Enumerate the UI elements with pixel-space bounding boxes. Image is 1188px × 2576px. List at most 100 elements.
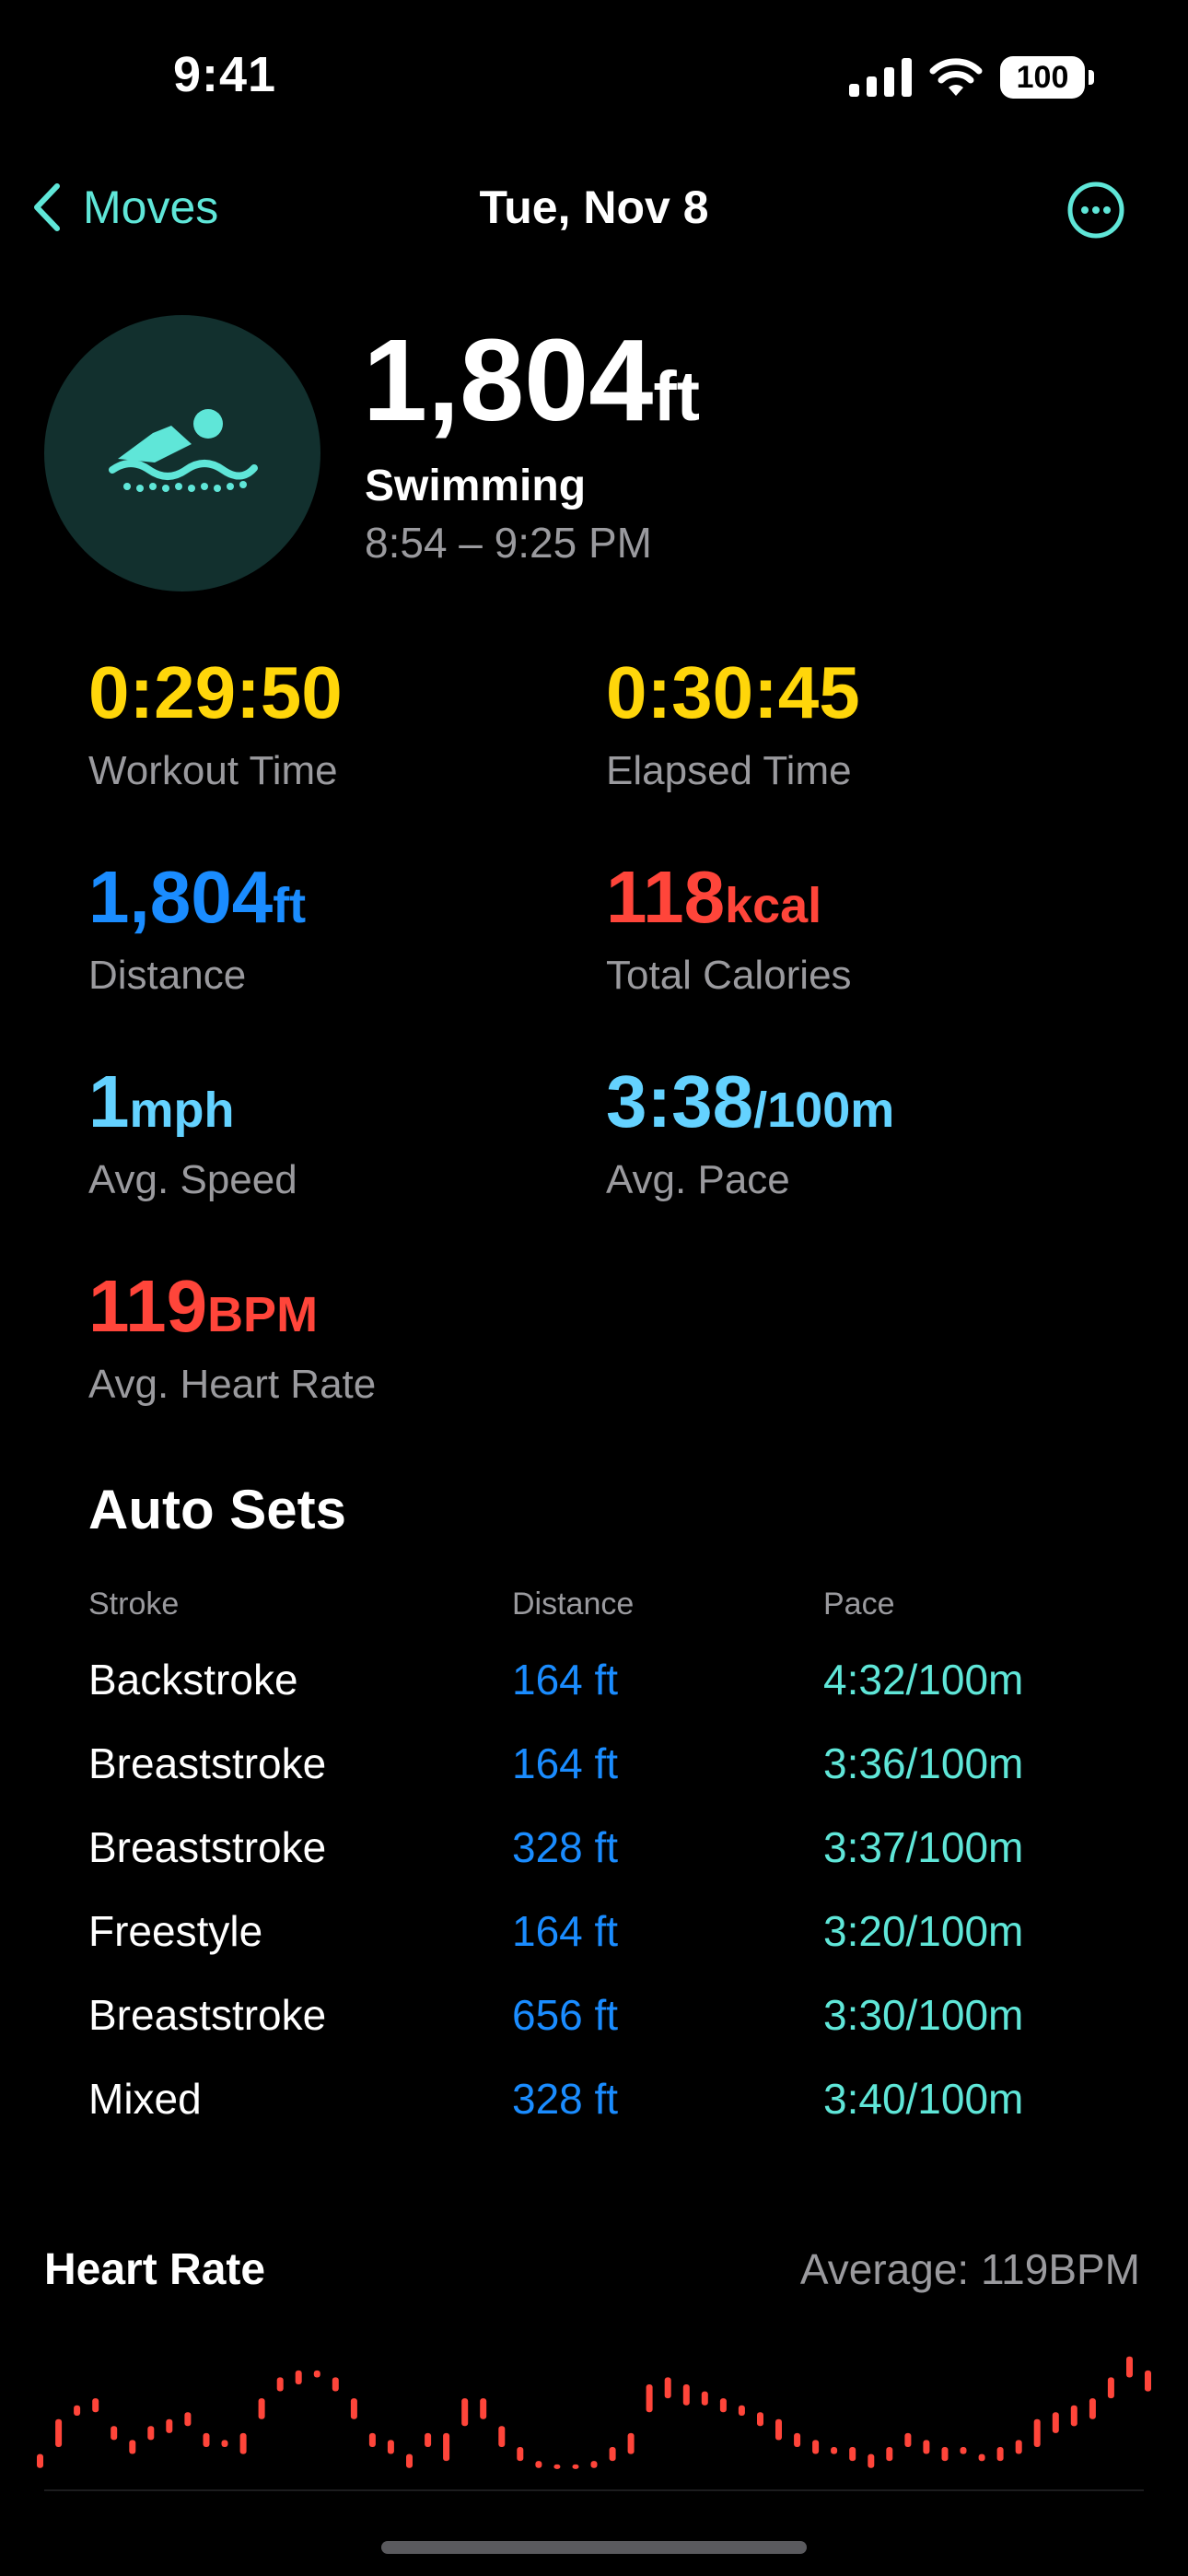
stat-label: Avg. Speed xyxy=(88,1157,297,1202)
heart-rate-bar xyxy=(996,2447,1004,2462)
stat-number: 1,804 xyxy=(88,856,274,938)
stat-label: Elapsed Time xyxy=(606,748,852,793)
stat-value: 0:29:50 xyxy=(88,656,343,730)
stat-number: 3:38 xyxy=(606,1060,754,1142)
heart-rate-bar xyxy=(646,2384,653,2413)
hero-unit: ft xyxy=(653,357,700,436)
heart-rate-bar xyxy=(184,2412,192,2427)
heart-rate-bar xyxy=(553,2464,561,2469)
row-distance: 164 ft xyxy=(512,1907,619,1955)
stat-unit: ft xyxy=(273,878,307,933)
home-indicator xyxy=(381,2541,807,2554)
row-stroke: Mixed xyxy=(88,2075,202,2123)
heart-rate-bar xyxy=(904,2432,912,2447)
table-row: Breaststroke 164 ft 3:36/100m xyxy=(0,1739,1188,1822)
heart-rate-bar xyxy=(111,2426,118,2441)
heart-rate-bar xyxy=(258,2398,265,2419)
stat-number: 119 xyxy=(88,1265,208,1347)
heart-rate-bar xyxy=(868,2453,875,2468)
stat-label: Avg. Pace xyxy=(606,1157,790,1202)
heart-rate-bar xyxy=(387,2440,394,2454)
heart-rate-bar xyxy=(1033,2418,1041,2447)
heart-rate-bar xyxy=(480,2398,487,2419)
hero-value: 1,804 xyxy=(363,315,654,445)
table-row: Backstroke 164 ft 4:32/100m xyxy=(0,1655,1188,1739)
heart-rate-bar xyxy=(461,2398,469,2427)
table-row: Breaststroke 656 ft 3:30/100m xyxy=(0,1990,1188,2074)
row-pace: 3:40/100m xyxy=(823,2075,1024,2123)
heart-rate-bar xyxy=(295,2370,302,2384)
status-time: 9:41 xyxy=(173,47,277,102)
heart-rate-bar xyxy=(738,2405,745,2416)
heart-rate-bar xyxy=(1126,2356,1133,2378)
column-header-pace: Pace xyxy=(823,1587,895,1622)
heart-rate-bar xyxy=(664,2377,671,2399)
stat-label: Workout Time xyxy=(88,748,338,793)
heart-rate-bar xyxy=(203,2432,210,2447)
heart-rate-bar xyxy=(682,2384,690,2406)
heart-rate-bar xyxy=(535,2461,542,2468)
heart-rate-bar xyxy=(886,2447,893,2462)
heart-rate-bar xyxy=(831,2447,838,2454)
row-distance: 328 ft xyxy=(512,2075,619,2123)
heart-rate-bar xyxy=(572,2464,579,2469)
stat-number: 0:29:50 xyxy=(88,651,343,733)
heart-rate-bar xyxy=(147,2426,155,2441)
heart-rate-bar xyxy=(719,2398,727,2413)
heart-rate-bar xyxy=(627,2432,635,2454)
heart-rate-bar xyxy=(517,2447,524,2462)
heart-rate-bar xyxy=(1070,2405,1077,2427)
row-stroke: Breaststroke xyxy=(88,1991,327,2039)
heart-rate-bar xyxy=(1015,2440,1022,2454)
row-distance: 656 ft xyxy=(512,1991,619,2039)
heart-rate-bar xyxy=(1089,2398,1096,2419)
stat-avg-speed: 1mph Avg. Speed xyxy=(88,1065,297,1203)
swimming-badge xyxy=(44,315,320,591)
heart-rate-bar xyxy=(701,2391,708,2406)
table-row: Freestyle 164 ft 3:20/100m xyxy=(0,1906,1188,1990)
heart-rate-bar xyxy=(443,2432,450,2462)
heart-rate-bar xyxy=(332,2377,339,2392)
more-options-button[interactable] xyxy=(1066,181,1125,240)
heart-rate-bar xyxy=(350,2398,357,2419)
auto-sets-title: Auto Sets xyxy=(88,1479,347,1540)
stat-unit: BPM xyxy=(207,1287,319,1342)
heart-rate-bar xyxy=(1052,2412,1059,2433)
heart-rate-bar xyxy=(425,2432,432,2447)
row-distance: 164 ft xyxy=(512,1739,619,1787)
heart-rate-bar xyxy=(757,2412,763,2427)
swimmer-icon xyxy=(109,409,258,492)
heart-rate-bar xyxy=(92,2398,99,2413)
row-distance: 164 ft xyxy=(512,1656,619,1704)
page-title: Tue, Nov 8 xyxy=(479,181,709,233)
stat-label: Distance xyxy=(88,953,247,998)
row-distance: 328 ft xyxy=(512,1823,619,1871)
stat-value: 3:38/100m xyxy=(606,1065,894,1139)
heart-rate-bar xyxy=(590,2461,598,2468)
row-stroke: Backstroke xyxy=(88,1656,298,1704)
row-pace: 4:32/100m xyxy=(823,1656,1024,1704)
heart-rate-bar xyxy=(941,2447,949,2462)
heart-rate-bar xyxy=(166,2418,173,2433)
heart-rate-bar xyxy=(74,2405,81,2416)
heart-rate-bar xyxy=(239,2432,247,2454)
chevron-left-icon xyxy=(34,183,60,231)
stat-total-calories: 118kcal Total Calories xyxy=(606,861,852,999)
heart-rate-title: Heart Rate xyxy=(44,2245,266,2294)
stat-label: Total Calories xyxy=(606,953,852,998)
heart-rate-bar xyxy=(498,2426,506,2447)
heart-rate-bar xyxy=(276,2377,284,2392)
stat-avg-pace: 3:38/100m Avg. Pace xyxy=(606,1065,894,1203)
heart-rate-bar xyxy=(978,2453,985,2462)
stat-unit: kcal xyxy=(725,878,822,933)
back-button[interactable]: Moves xyxy=(33,181,218,234)
column-header-distance: Distance xyxy=(512,1587,635,1622)
heart-rate-bar xyxy=(794,2432,801,2447)
stat-number: 0:30:45 xyxy=(606,651,860,733)
heart-rate-bar xyxy=(129,2440,136,2454)
heart-rate-bar xyxy=(1145,2370,1151,2392)
heart-rate-bar xyxy=(609,2447,616,2462)
row-stroke: Breaststroke xyxy=(88,1823,327,1871)
heart-rate-bar xyxy=(775,2418,782,2441)
heart-rate-bar xyxy=(960,2447,967,2454)
